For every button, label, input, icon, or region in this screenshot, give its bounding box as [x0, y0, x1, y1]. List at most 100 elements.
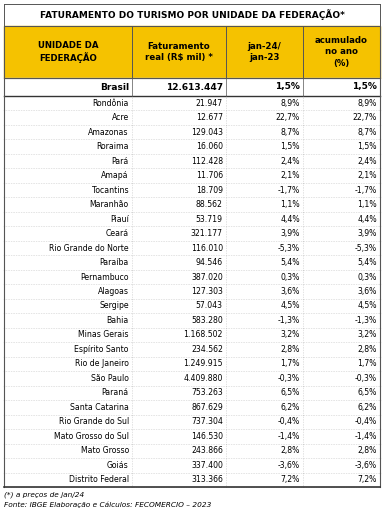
Text: Mato Grosso: Mato Grosso [81, 446, 129, 455]
Text: 88.562: 88.562 [196, 200, 223, 209]
Text: Mato Grosso do Sul: Mato Grosso do Sul [54, 432, 129, 441]
Text: 146.530: 146.530 [191, 432, 223, 441]
Text: 1,5%: 1,5% [280, 142, 300, 151]
Text: 3,6%: 3,6% [358, 287, 377, 296]
Text: 2,4%: 2,4% [280, 157, 300, 166]
Text: 12.677: 12.677 [196, 113, 223, 122]
Text: FATURAMENTO DO TURISMO POR UNIDADE DA FEDERAÇÃO*: FATURAMENTO DO TURISMO POR UNIDADE DA FE… [40, 9, 344, 20]
Text: Amapá: Amapá [101, 171, 129, 180]
Text: 2,8%: 2,8% [281, 446, 300, 455]
Text: 8,9%: 8,9% [281, 99, 300, 108]
Text: 8,9%: 8,9% [358, 99, 377, 108]
Text: -3,6%: -3,6% [278, 461, 300, 470]
Bar [4, 284, 380, 299]
Text: 1,1%: 1,1% [280, 200, 300, 209]
Text: -1,4%: -1,4% [278, 432, 300, 441]
Text: Paraíba: Paraíba [99, 258, 129, 267]
Text: 337.400: 337.400 [191, 461, 223, 470]
Text: 3,2%: 3,2% [358, 330, 377, 340]
Text: 16.060: 16.060 [196, 142, 223, 151]
Text: Ceará: Ceará [106, 229, 129, 238]
Text: 4,4%: 4,4% [280, 215, 300, 224]
Text: 4,5%: 4,5% [280, 302, 300, 311]
Bar [4, 429, 380, 443]
Text: 6,2%: 6,2% [358, 403, 377, 412]
Text: 18.709: 18.709 [196, 185, 223, 195]
Text: 3,6%: 3,6% [281, 287, 300, 296]
Text: Espírito Santo: Espírito Santo [74, 345, 129, 354]
Bar [4, 400, 380, 415]
Bar [4, 183, 380, 197]
Text: -1,7%: -1,7% [355, 185, 377, 195]
Text: 243.866: 243.866 [191, 446, 223, 455]
Text: 3,2%: 3,2% [281, 330, 300, 340]
Text: -5,3%: -5,3% [278, 243, 300, 253]
Bar [4, 26, 380, 78]
Text: Amazonas: Amazonas [88, 128, 129, 137]
Text: 0,3%: 0,3% [281, 272, 300, 281]
Text: Distrito Federal: Distrito Federal [69, 475, 129, 484]
Text: Faturamento
real (R$ mil) *: Faturamento real (R$ mil) * [145, 42, 213, 62]
Bar [4, 125, 380, 140]
Text: 321.177: 321.177 [191, 229, 223, 238]
Bar [4, 96, 380, 110]
Text: Minas Gerais: Minas Gerais [78, 330, 129, 340]
Text: Maranhão: Maranhão [90, 200, 129, 209]
Text: 2,1%: 2,1% [358, 171, 377, 180]
Text: 112.428: 112.428 [191, 157, 223, 166]
Text: 2,1%: 2,1% [280, 171, 300, 180]
Text: Santa Catarina: Santa Catarina [70, 403, 129, 412]
Text: Tocantins: Tocantins [92, 185, 129, 195]
Bar [4, 140, 380, 154]
Text: 4.409.880: 4.409.880 [184, 374, 223, 383]
Bar [4, 26, 380, 78]
Text: -0,3%: -0,3% [278, 374, 300, 383]
Text: 234.562: 234.562 [191, 345, 223, 354]
Text: 4,4%: 4,4% [358, 215, 377, 224]
Text: 21.947: 21.947 [196, 99, 223, 108]
Text: 94.546: 94.546 [196, 258, 223, 267]
Bar [4, 386, 380, 400]
Bar [4, 473, 380, 487]
Bar [4, 110, 380, 125]
Text: 4,5%: 4,5% [358, 302, 377, 311]
Text: 53.719: 53.719 [196, 215, 223, 224]
Text: 22,7%: 22,7% [353, 113, 377, 122]
Text: Paraná: Paraná [102, 388, 129, 398]
Bar [4, 168, 380, 183]
Text: 2,4%: 2,4% [358, 157, 377, 166]
Text: Rio Grande do Sul: Rio Grande do Sul [59, 417, 129, 426]
Text: 2,8%: 2,8% [358, 446, 377, 455]
Bar [4, 78, 380, 96]
Text: São Paulo: São Paulo [91, 374, 129, 383]
Text: Roraima: Roraima [96, 142, 129, 151]
Bar [4, 371, 380, 386]
Text: -0,4%: -0,4% [355, 417, 377, 426]
Text: 57.043: 57.043 [196, 302, 223, 311]
Text: 3,9%: 3,9% [281, 229, 300, 238]
Text: 7,2%: 7,2% [358, 475, 377, 484]
Text: 2,8%: 2,8% [281, 345, 300, 354]
Text: -0,4%: -0,4% [278, 417, 300, 426]
Text: -5,3%: -5,3% [355, 243, 377, 253]
Text: 1,7%: 1,7% [280, 359, 300, 368]
Text: Piauí: Piauí [110, 215, 129, 224]
Text: 22,7%: 22,7% [276, 113, 300, 122]
Text: 1.249.915: 1.249.915 [183, 359, 223, 368]
Text: -1,3%: -1,3% [355, 316, 377, 325]
Text: -1,7%: -1,7% [278, 185, 300, 195]
Bar [4, 270, 380, 284]
Text: acumulado
no ano
(%): acumulado no ano (%) [315, 36, 368, 68]
Bar [4, 299, 380, 313]
Text: 753.263: 753.263 [191, 388, 223, 398]
Bar [4, 458, 380, 473]
Text: 5,4%: 5,4% [280, 258, 300, 267]
Text: Pernambuco: Pernambuco [80, 272, 129, 281]
Bar [4, 328, 380, 342]
Text: 0,3%: 0,3% [358, 272, 377, 281]
Text: Rio de Janeiro: Rio de Janeiro [75, 359, 129, 368]
Text: 116.010: 116.010 [191, 243, 223, 253]
Text: 6,5%: 6,5% [281, 388, 300, 398]
Text: 1,5%: 1,5% [352, 82, 377, 92]
Text: 387.020: 387.020 [191, 272, 223, 281]
